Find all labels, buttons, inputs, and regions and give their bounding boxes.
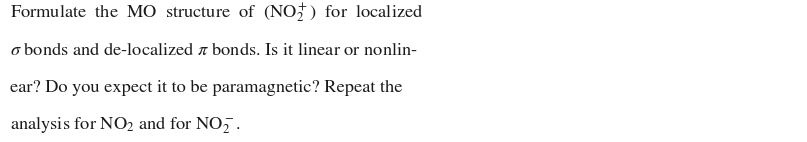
Text: Formulate  the  MO  structure  of  $(\mathrm{NO}_2^+)$  for  localized: Formulate the MO structure of $(\mathrm{… <box>10 2 423 25</box>
Text: ear? Do you expect it to be paramagnetic? Repeat the: ear? Do you expect it to be paramagnetic… <box>10 80 402 96</box>
Text: $\sigma$ bonds and de-localized $\pi$ bonds. Is it linear or nonlin-: $\sigma$ bonds and de-localized $\pi$ bo… <box>10 42 417 59</box>
Text: analysis for $\mathrm{NO}_2$ and for $\mathrm{NO}_2^-$.: analysis for $\mathrm{NO}_2$ and for $\m… <box>10 114 240 136</box>
